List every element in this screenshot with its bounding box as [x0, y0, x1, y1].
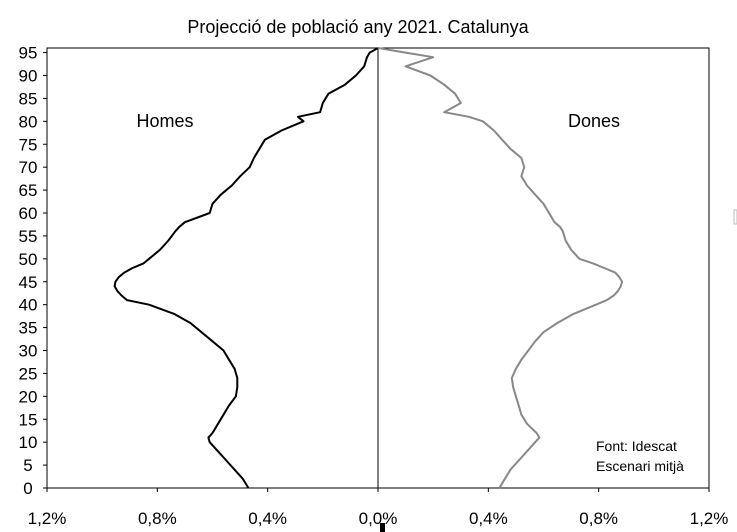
- x-tick-label: 0,4%: [248, 509, 287, 528]
- y-tick-label: 45: [19, 273, 38, 292]
- y-tick-label: 15: [19, 410, 38, 429]
- center-tick-marker: [380, 523, 385, 532]
- y-tick-label: 40: [19, 296, 38, 315]
- right-edge-fragment: [733, 209, 737, 225]
- y-tick-label: 5: [23, 456, 32, 475]
- y-tick-label: 0: [23, 479, 32, 498]
- source-note: Font: Idescat: [596, 438, 677, 454]
- y-tick-label: 85: [19, 89, 38, 108]
- y-tick-label: 95: [19, 44, 38, 63]
- y-tick-label: 70: [19, 158, 38, 177]
- x-tick-label: 0,8%: [138, 509, 177, 528]
- series-line-right: [377, 47, 624, 489]
- y-tick-label: 25: [19, 364, 38, 383]
- series-label-homes: Homes: [136, 111, 193, 131]
- scenario-note: Escenari mitjà: [596, 458, 684, 474]
- x-tick-label: 0,0%: [359, 509, 398, 528]
- y-tick-label: 50: [19, 250, 38, 269]
- x-tick-label: 1,2%: [28, 509, 67, 528]
- y-tick-label: 90: [19, 67, 38, 86]
- y-tick-label: 65: [19, 181, 38, 200]
- y-tick-label: 10: [19, 433, 38, 452]
- y-axis-ticks: 0 5 10 15 20 25 30 35 40 45 50 55 60 65 70 75 80 85 90 95: [19, 44, 47, 498]
- y-tick-label: 60: [19, 204, 38, 223]
- y-tick-label: 55: [19, 227, 38, 246]
- y-tick-label: 35: [19, 319, 38, 338]
- y-tick-label: 75: [19, 135, 38, 154]
- x-tick-label: 0,4%: [469, 509, 508, 528]
- y-tick-label: 20: [19, 387, 38, 406]
- series-label-dones: Dones: [568, 111, 620, 131]
- x-tick-label: 0,8%: [579, 509, 618, 528]
- series-lines: [113, 47, 624, 489]
- series-line-left: [113, 47, 379, 489]
- x-tick-label: 1,2%: [690, 509, 729, 528]
- y-tick-label: 30: [19, 342, 38, 361]
- x-axis-ticks: 1,2% 0,8% 0,4% 0,0% 0,4% 0,8% 1,2%: [28, 488, 729, 528]
- chart-title: Projecció de població any 2021. Cataluny…: [187, 17, 529, 37]
- y-tick-label: 80: [19, 112, 38, 131]
